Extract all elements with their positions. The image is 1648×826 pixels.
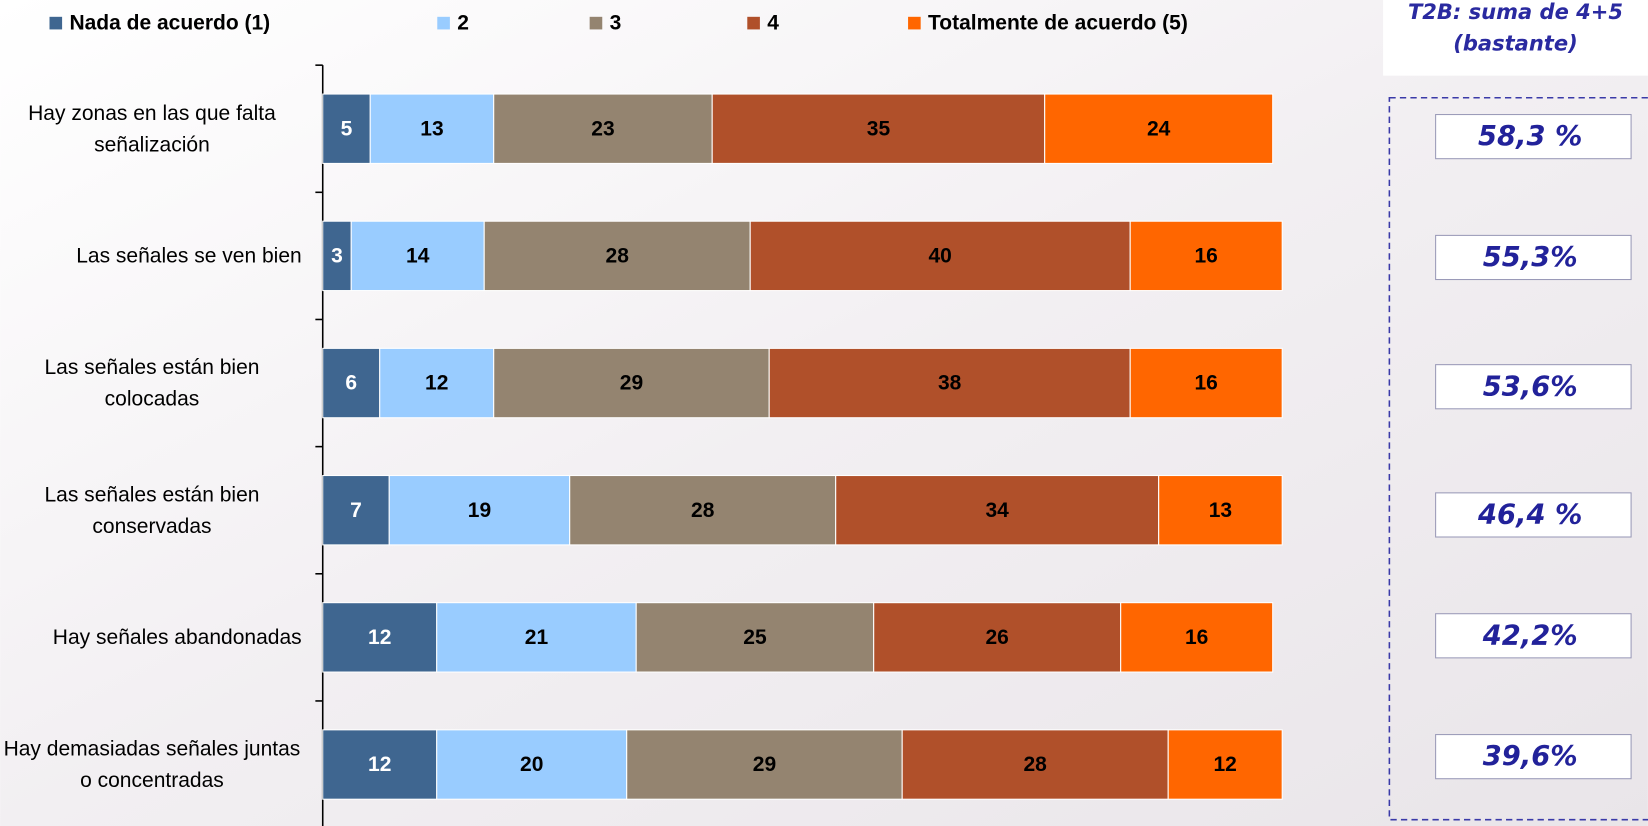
data-label: 38 <box>938 372 962 395</box>
data-label: 24 <box>1147 117 1171 140</box>
data-label: 14 <box>406 244 430 267</box>
category-label-box: Hay señales abandonadas <box>2 595 302 679</box>
legend-swatch <box>590 17 603 30</box>
category-label-box: Las señales están bien colocadas <box>2 341 302 425</box>
category-label-box: Hay demasiadas señales juntas o concentr… <box>2 722 302 806</box>
data-label: 25 <box>743 626 767 649</box>
category-label: Hay zonas en las que falta señalización <box>2 97 302 160</box>
data-label: 40 <box>929 244 952 267</box>
legend-label: 2 <box>457 12 469 35</box>
data-label: 6 <box>345 372 357 395</box>
data-label: 16 <box>1185 626 1208 649</box>
legend-label: 4 <box>767 12 779 35</box>
legend-swatch <box>437 17 450 30</box>
legend-swatch <box>747 17 760 30</box>
t2b-value: 39,6% <box>1483 741 1578 772</box>
data-label: 13 <box>1209 499 1232 522</box>
legend-swatch <box>908 17 921 30</box>
data-label: 12 <box>368 753 391 776</box>
data-label: 26 <box>986 626 1009 649</box>
data-label: 28 <box>606 244 630 267</box>
t2b-title-box: T2B: suma de 4+5 (bastante) <box>1383 0 1648 76</box>
data-label: 12 <box>425 372 448 395</box>
data-label: 34 <box>986 499 1010 522</box>
category-label: Hay señales abandonadas <box>53 622 302 654</box>
category-label-box: Las señales están bien conservadas <box>2 468 302 552</box>
data-label: 16 <box>1195 372 1218 395</box>
data-label: 7 <box>350 499 362 522</box>
category-row: Las señales están bien conservadas <box>2 468 302 552</box>
category-label: Hay demasiadas señales juntas o concentr… <box>2 733 302 796</box>
category-row: Hay demasiadas señales juntas o concentr… <box>2 722 302 806</box>
data-label: 12 <box>368 626 391 649</box>
data-label: 35 <box>867 117 891 140</box>
category-row: Hay zonas en las que falta señalización <box>2 87 302 171</box>
legend-label: 3 <box>610 12 622 35</box>
data-label: 28 <box>1024 753 1048 776</box>
legend-label: Totalmente de acuerdo (5) <box>928 12 1188 35</box>
t2b-title: T2B: suma de 4+5 (bastante) <box>1383 0 1648 59</box>
legend-swatch <box>49 17 62 30</box>
data-label: 21 <box>525 626 549 649</box>
t2b-value: 42,2% <box>1482 620 1578 651</box>
data-label: 3 <box>331 244 343 267</box>
data-label: 23 <box>591 117 614 140</box>
category-row: Las señales se ven bien <box>2 214 302 298</box>
data-label: 16 <box>1195 244 1218 267</box>
page: T2B: suma de 4+5 (bastante) Nada de acue… <box>0 0 1648 826</box>
category-label-box: Hay zonas en las que falta señalización <box>2 87 302 171</box>
t2b-value: 55,3% <box>1483 242 1578 273</box>
category-row: Hay señales abandonadas <box>2 595 302 679</box>
data-label: 29 <box>620 372 643 395</box>
chart: T2B: suma de 4+5 (bastante) Nada de acue… <box>0 0 1648 826</box>
t2b-value: 46,4 % <box>1477 499 1582 530</box>
category-label: Las señales están bien conservadas <box>2 479 302 542</box>
data-label: 29 <box>753 753 776 776</box>
category-row: Las señales están bien colocadas <box>2 341 302 425</box>
data-label: 12 <box>1214 753 1237 776</box>
t2b-value: 58,3 % <box>1478 121 1582 152</box>
t2b-value: 53,6% <box>1483 371 1578 402</box>
data-label: 28 <box>691 499 715 522</box>
data-label: 5 <box>341 117 353 140</box>
legend-label: Nada de acuerdo (1) <box>69 12 270 35</box>
data-label: 20 <box>520 753 543 776</box>
category-label: Las señales están bien colocadas <box>2 352 302 415</box>
category-label-box: Las señales se ven bien <box>2 214 302 298</box>
data-label: 13 <box>420 117 443 140</box>
data-label: 19 <box>468 499 491 522</box>
category-label: Las señales se ven bien <box>76 240 302 272</box>
